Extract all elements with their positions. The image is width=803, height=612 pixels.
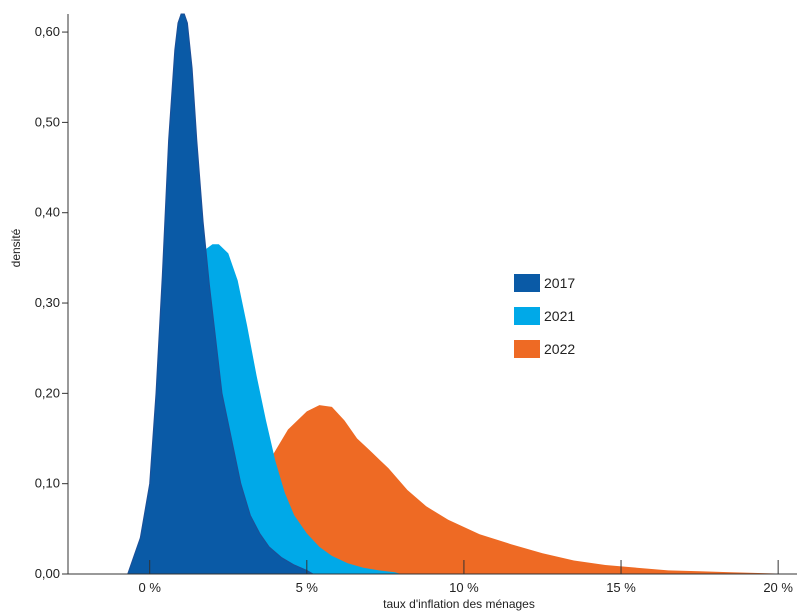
- chart-axes: [67, 14, 797, 575]
- legend: 2017 2021 2022: [514, 274, 575, 358]
- chart-areas: [127, 13, 794, 575]
- x-tick-label: 0 %: [138, 580, 161, 595]
- area-2017: [127, 14, 314, 574]
- x-axis-ticks: 0 % 5 % 10 % 15 % 20 %: [138, 560, 793, 595]
- legend-swatch-2022: [514, 340, 540, 358]
- y-tick-label: 0,00: [35, 566, 60, 581]
- y-tick-label: 0,50: [35, 114, 60, 129]
- y-tick-label: 0,10: [35, 476, 60, 491]
- line-2017: [127, 13, 314, 575]
- legend-swatch-2017: [514, 274, 540, 292]
- y-tick-label: 0,20: [35, 385, 60, 400]
- y-tick-label: 0,40: [35, 205, 60, 220]
- area-2022: [187, 405, 794, 574]
- legend-label-2021: 2021: [544, 308, 575, 324]
- legend-swatch-2021: [514, 307, 540, 325]
- x-tick-label: 20 %: [763, 580, 793, 595]
- x-tick-label: 5 %: [296, 580, 319, 595]
- legend-label-2017: 2017: [544, 275, 575, 291]
- y-tick-label: 0,30: [35, 295, 60, 310]
- y-tick-label: 0,60: [35, 24, 60, 39]
- y-axis-label: densité: [9, 228, 23, 267]
- x-tick-label: 10 %: [449, 580, 479, 595]
- x-tick-label: 15 %: [606, 580, 636, 595]
- x-axis-label: taux d'inflation des ménages: [383, 597, 535, 611]
- y-axis-ticks: 0,00 0,10 0,20 0,30 0,40 0,50 0,60: [35, 24, 68, 581]
- legend-label-2022: 2022: [544, 341, 575, 357]
